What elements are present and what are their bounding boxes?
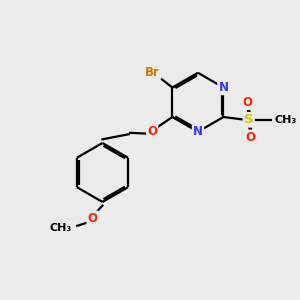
Text: CH₃: CH₃	[50, 223, 72, 233]
Text: Br: Br	[145, 66, 160, 79]
Text: N: N	[193, 125, 203, 138]
Text: O: O	[242, 96, 252, 109]
Text: S: S	[244, 113, 254, 126]
Text: CH₃: CH₃	[274, 115, 296, 125]
Text: N: N	[218, 81, 229, 94]
Text: O: O	[147, 124, 157, 137]
Text: O: O	[245, 131, 255, 144]
Text: O: O	[88, 212, 98, 225]
